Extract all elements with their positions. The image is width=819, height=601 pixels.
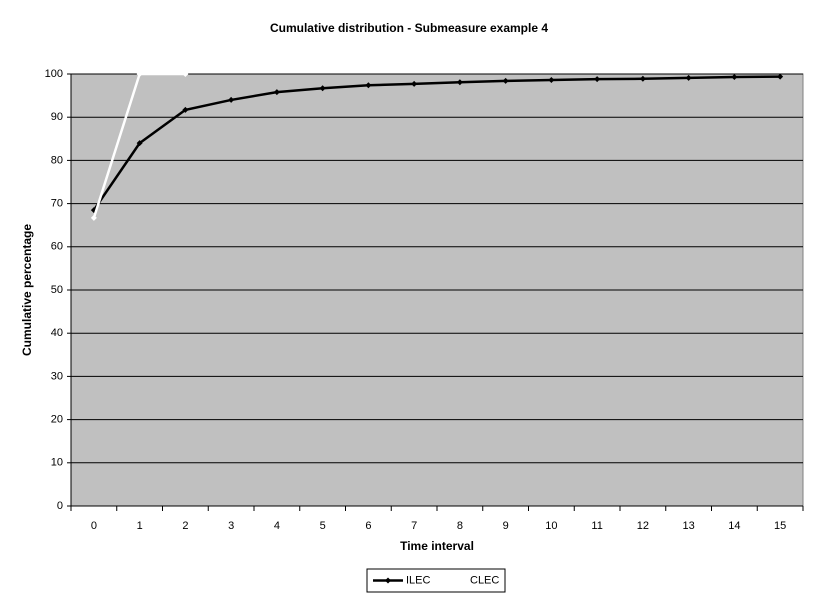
point-marker (319, 85, 326, 92)
y-tick-label: 0 (57, 500, 63, 512)
point-marker (182, 106, 189, 113)
point-marker (273, 89, 280, 96)
y-tick-label: 90 (51, 111, 63, 123)
point-marker (594, 76, 601, 83)
point-marker (136, 71, 143, 77)
legend-marker (385, 577, 391, 584)
legend-label: ILEC (406, 574, 431, 586)
x-tick-label: 3 (228, 520, 234, 532)
y-tick-label: 20 (51, 414, 63, 426)
legend-box (366, 568, 506, 593)
point-marker (456, 79, 463, 86)
point-marker (136, 140, 143, 147)
legend-label: CLEC (470, 574, 499, 586)
y-tick-label: 40 (51, 327, 63, 339)
point-marker (411, 80, 418, 87)
x-tick-label: 1 (137, 520, 143, 532)
point-marker (502, 77, 509, 84)
legend-marker (449, 577, 455, 584)
point-marker (731, 74, 738, 81)
point-marker (548, 77, 555, 84)
x-tick-label: 4 (274, 520, 280, 532)
point-marker (365, 82, 372, 89)
y-tick-label: 30 (51, 370, 63, 382)
x-tick-label: 11 (591, 520, 602, 532)
x-axis-label: Time interval (400, 539, 474, 553)
point-marker (685, 74, 692, 81)
x-tick-label: 12 (637, 520, 649, 532)
x-tick-label: 5 (320, 520, 326, 532)
x-tick-label: 8 (457, 520, 463, 532)
series-line (92, 75, 781, 211)
x-tick-label: 15 (774, 520, 786, 532)
point-marker (90, 214, 97, 221)
y-tick-label: 60 (51, 241, 63, 253)
x-tick-label: 13 (683, 520, 695, 532)
point-marker (182, 71, 189, 77)
y-tick-label: 80 (51, 154, 63, 166)
y-tick-label: 70 (51, 198, 63, 210)
point-marker (228, 96, 235, 103)
x-tick-label: 6 (365, 520, 371, 532)
x-tick-label: 7 (411, 520, 417, 532)
y-tick-label: 10 (51, 457, 63, 469)
chart-title: Cumulative distribution - Submeasure exa… (270, 21, 548, 35)
y-tick-label: 50 (51, 284, 63, 296)
x-tick-label: 2 (182, 520, 188, 532)
x-tick-label: 9 (503, 520, 509, 532)
point-marker (777, 73, 784, 80)
x-tick-label: 14 (728, 520, 740, 532)
point-marker (639, 75, 646, 82)
x-tick-label: 10 (545, 520, 557, 532)
y-axis-label: Cumulative percentage (20, 224, 34, 356)
x-tick-label: 0 (91, 520, 97, 532)
y-tick-label: 100 (45, 68, 63, 80)
